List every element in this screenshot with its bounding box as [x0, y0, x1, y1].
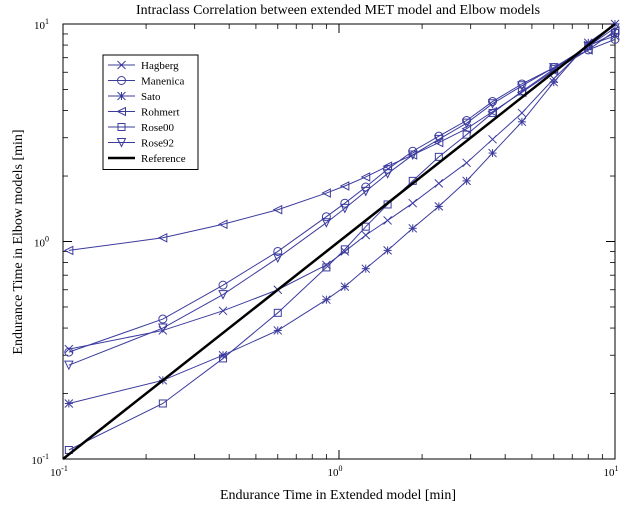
- data-point-hagberg: [218, 306, 228, 316]
- data-point-sato: [462, 176, 471, 186]
- data-point-sato: [434, 202, 444, 211]
- data-point-rose92: [218, 290, 228, 300]
- data-point-rohmert: [157, 232, 168, 243]
- series-line-rohmert: [68, 30, 616, 251]
- data-point-rose92: [340, 203, 350, 214]
- data-point-rohmert: [217, 219, 228, 230]
- data-point-manenica: [158, 314, 168, 324]
- data-point-manenica: [610, 34, 620, 44]
- data-point-rose00: [273, 308, 282, 317]
- data-point-manenica: [273, 246, 283, 256]
- series-line-reference: [62, 23, 616, 460]
- data-point-hagberg: [383, 216, 392, 225]
- data-point-hagberg: [361, 230, 371, 240]
- data-point-hagberg: [488, 134, 497, 144]
- legend-marker-hagberg: [117, 60, 126, 70]
- x-tick-label: 100: [328, 464, 343, 479]
- data-point-rose00: [611, 28, 619, 37]
- data-point-rohmert: [272, 204, 283, 215]
- data-point-manenica: [218, 280, 228, 290]
- data-point-hagberg: [322, 260, 331, 270]
- data-point-rose92: [487, 99, 498, 109]
- data-point-manenica: [321, 212, 331, 222]
- legend-marker-rose00: [117, 123, 126, 131]
- data-point-rose92: [321, 218, 332, 228]
- data-point-rose00: [340, 245, 349, 254]
- data-point-hagberg: [408, 198, 418, 208]
- legend-label-hagberg: Hagberg: [141, 60, 179, 72]
- data-point-rohmert: [407, 150, 418, 160]
- data-point-rose92: [407, 150, 418, 161]
- data-point-rose92: [360, 186, 371, 197]
- legend-marker-rose92: [116, 138, 127, 148]
- data-point-sato: [340, 282, 350, 292]
- data-point-sato: [273, 326, 283, 335]
- data-point-rose00: [219, 354, 228, 363]
- legend-marker-manenica: [117, 76, 126, 85]
- legend-marker-sato: [117, 91, 126, 101]
- chart-title: Intraclass Correlation between extended …: [136, 3, 540, 18]
- legend-label-rohmert: Rohmert: [141, 107, 180, 119]
- data-point-hagberg: [434, 179, 444, 188]
- data-point-manenica: [64, 347, 74, 357]
- data-point-rose00: [322, 263, 331, 272]
- data-point-hagberg: [340, 247, 350, 256]
- data-point-rose92: [382, 169, 393, 179]
- data-point-sato: [408, 223, 418, 233]
- data-point-rohmert: [63, 245, 74, 256]
- series-line-hagberg: [68, 35, 616, 350]
- data-point-rose92: [158, 323, 168, 334]
- legend-label-rose92: Rose92: [141, 138, 174, 150]
- data-point-sato: [361, 264, 371, 274]
- x-axis-label: Endurance Time in Extended model [min]: [220, 488, 456, 503]
- plot-area: 10-1 100 101 10-1 100 101: [31, 17, 620, 479]
- legend-label-rose00: Rose00: [141, 122, 175, 134]
- series-line-rose92: [68, 27, 616, 366]
- data-point-rose92: [548, 63, 559, 73]
- data-point-sato: [322, 295, 331, 305]
- legend-label-manenica: Manenica: [141, 76, 184, 88]
- data-point-rohmert: [433, 137, 444, 148]
- data-point-sato: [488, 148, 497, 158]
- data-point-rose92: [434, 134, 444, 145]
- data-point-rose00: [361, 222, 370, 231]
- data-point-rose00: [517, 87, 526, 96]
- data-point-rose00: [158, 399, 167, 408]
- data-point-rose00: [462, 130, 471, 139]
- data-point-rose92: [272, 253, 283, 264]
- data-point-sato: [383, 246, 392, 255]
- legend-label-reference: Reference: [141, 153, 186, 165]
- data-point-sato: [517, 117, 527, 127]
- y-tick-label: 101: [34, 17, 49, 32]
- data-point-rohmert: [360, 172, 371, 182]
- data-point-hagberg: [64, 344, 74, 354]
- data-point-rohmert: [321, 188, 331, 198]
- x-tick-label: 10-1: [50, 464, 68, 479]
- data-point-rose92: [64, 360, 74, 371]
- data-point-rose92: [461, 118, 472, 129]
- series-line-sato: [68, 23, 616, 404]
- data-point-rohmert: [382, 161, 393, 171]
- data-point-rose92: [517, 81, 527, 91]
- data-point-hagberg: [517, 108, 527, 118]
- y-axis-label: Endurance Time in Elbow models [min]: [11, 129, 26, 354]
- data-point-rohmert: [339, 181, 350, 191]
- data-point-sato: [549, 77, 559, 87]
- legend-marker-rohmert: [116, 106, 126, 117]
- data-point-rose00: [434, 152, 443, 161]
- legend-label-sato: Sato: [141, 91, 161, 103]
- y-tick-label: 100: [34, 235, 49, 250]
- data-point-hagberg: [462, 158, 471, 168]
- data-point-rose92: [610, 23, 620, 33]
- y-tick-label: 10-1: [31, 452, 49, 467]
- data-point-manenica: [340, 198, 350, 208]
- data-point-sato: [64, 399, 74, 408]
- legend: Hagberg Manenica Sato Rohmert Rose00 Rose92 Re…: [102, 54, 199, 170]
- data-point-rose00: [488, 108, 497, 117]
- x-tick-label: 101: [604, 464, 619, 479]
